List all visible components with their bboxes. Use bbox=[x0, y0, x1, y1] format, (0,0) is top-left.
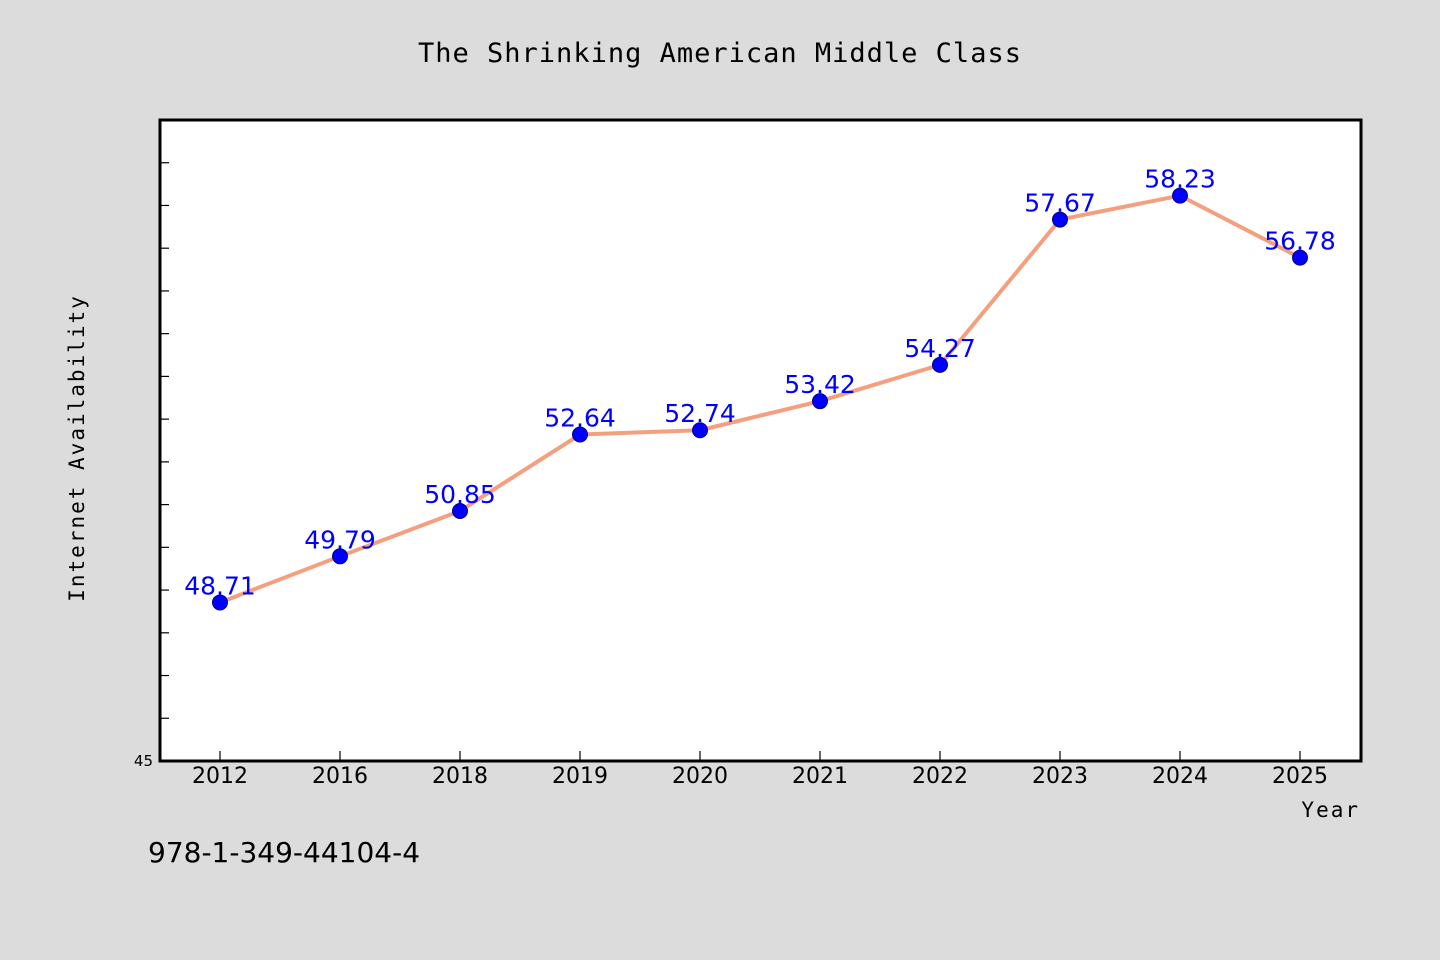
data-point bbox=[932, 356, 948, 373]
data-point bbox=[692, 422, 708, 439]
data-label: 49.79 bbox=[304, 525, 376, 554]
data-label: 57.67 bbox=[1024, 189, 1096, 218]
data-label: 52.74 bbox=[664, 399, 736, 428]
data-label: 58.23 bbox=[1144, 165, 1216, 194]
x-axis-tick-labels: 2012 2016 2018 2019 2020 2021 2022 2023 2024 2025 bbox=[192, 764, 1328, 789]
x-tick-label: 2019 bbox=[552, 764, 608, 789]
x-tick-label: 2025 bbox=[1272, 764, 1328, 789]
data-label: 56.78 bbox=[1264, 227, 1336, 256]
chart-title: The Shrinking American Middle Class bbox=[418, 38, 1022, 69]
data-point bbox=[572, 426, 588, 443]
data-labels: 48.71 49.79 50.85 52.64 52.74 53.42 54.27 57.67… bbox=[184, 165, 1336, 601]
data-point bbox=[212, 594, 228, 611]
series-line bbox=[218, 193, 1302, 605]
series-line-group bbox=[218, 193, 1302, 605]
x-tick-label: 2022 bbox=[912, 764, 968, 789]
data-point bbox=[1292, 249, 1308, 266]
data-point bbox=[1052, 211, 1068, 228]
y-axis-ticks bbox=[160, 162, 169, 719]
x-tick-label: 2012 bbox=[192, 764, 248, 789]
data-label: 48.71 bbox=[184, 571, 256, 600]
data-label: 54.27 bbox=[904, 334, 976, 363]
y-axis-label: Internet Availability bbox=[65, 294, 89, 602]
data-label: 50.85 bbox=[424, 480, 496, 509]
x-tick-label: 2016 bbox=[312, 764, 368, 789]
data-point bbox=[452, 503, 468, 520]
data-label: 53.42 bbox=[784, 370, 856, 399]
data-point bbox=[812, 393, 828, 410]
x-tick-label: 2018 bbox=[432, 764, 488, 789]
x-tick-label: 2021 bbox=[792, 764, 848, 789]
x-tick-label: 2020 bbox=[672, 764, 728, 789]
data-point bbox=[332, 548, 348, 565]
isbn-text: 978-1-349-44104-4 bbox=[148, 836, 420, 869]
data-label: 52.64 bbox=[544, 404, 616, 433]
data-points bbox=[212, 187, 1308, 611]
data-point bbox=[1172, 187, 1188, 204]
x-axis-label: Year bbox=[1301, 798, 1360, 822]
x-tick-label: 2023 bbox=[1032, 764, 1088, 789]
plot-area bbox=[158, 118, 1363, 763]
y-tick-label: 45 bbox=[134, 752, 153, 770]
x-tick-label: 2024 bbox=[1152, 764, 1208, 789]
x-axis-ticks bbox=[219, 751, 1301, 761]
